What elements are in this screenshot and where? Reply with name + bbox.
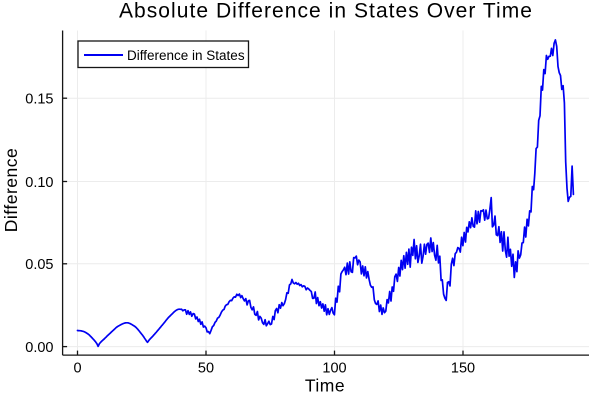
svg-text:Time: Time bbox=[305, 376, 345, 396]
svg-text:Difference in States: Difference in States bbox=[127, 48, 245, 63]
svg-text:0.05: 0.05 bbox=[25, 257, 53, 273]
svg-text:50: 50 bbox=[198, 361, 214, 377]
svg-text:Difference: Difference bbox=[1, 148, 21, 232]
svg-text:0.00: 0.00 bbox=[25, 340, 53, 356]
svg-text:0: 0 bbox=[73, 361, 81, 377]
svg-text:0.10: 0.10 bbox=[25, 175, 53, 191]
svg-text:150: 150 bbox=[451, 361, 475, 377]
svg-text:100: 100 bbox=[322, 361, 346, 377]
svg-text:Absolute Difference in States: Absolute Difference in States Over Time bbox=[119, 0, 533, 23]
svg-text:0.15: 0.15 bbox=[25, 92, 53, 108]
